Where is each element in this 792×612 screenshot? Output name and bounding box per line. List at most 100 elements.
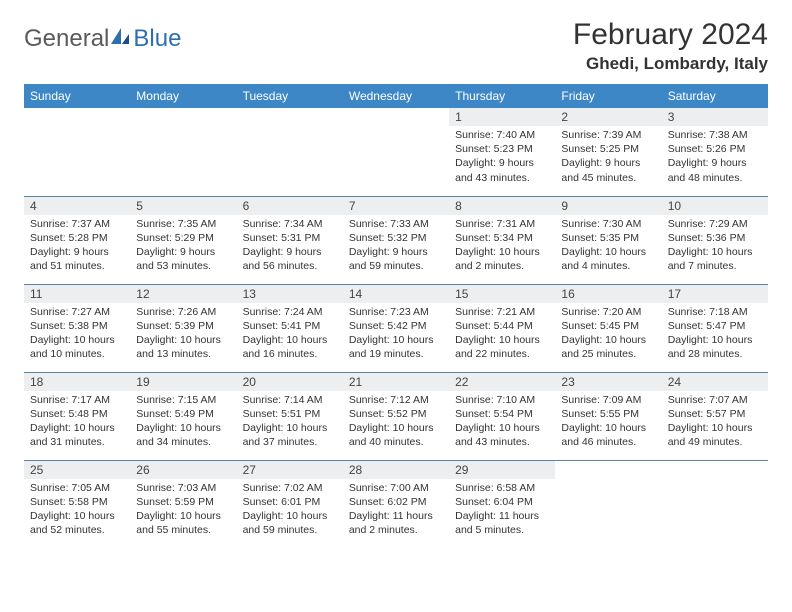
daylight-text: and 45 minutes. bbox=[561, 171, 655, 185]
sunrise-text: Sunrise: 7:03 AM bbox=[136, 481, 230, 495]
sunrise-text: Sunrise: 7:05 AM bbox=[30, 481, 124, 495]
daylight-text: and 31 minutes. bbox=[30, 435, 124, 449]
logo-sail-icon bbox=[109, 26, 131, 53]
sunrise-text: Sunrise: 7:09 AM bbox=[561, 393, 655, 407]
day-details: Sunrise: 7:05 AMSunset: 5:58 PMDaylight:… bbox=[24, 479, 130, 542]
sunset-text: Sunset: 5:59 PM bbox=[136, 495, 230, 509]
daylight-text: Daylight: 10 hours bbox=[561, 245, 655, 259]
daylight-text: and 13 minutes. bbox=[136, 347, 230, 361]
logo-text-blue: Blue bbox=[133, 25, 181, 53]
weekday-header-row: Sunday Monday Tuesday Wednesday Thursday… bbox=[24, 84, 768, 108]
daylight-text: Daylight: 9 hours bbox=[136, 245, 230, 259]
day-details: Sunrise: 7:18 AMSunset: 5:47 PMDaylight:… bbox=[662, 303, 768, 366]
sunrise-text: Sunrise: 7:35 AM bbox=[136, 217, 230, 231]
daylight-text: and 59 minutes. bbox=[349, 259, 443, 273]
day-number: 26 bbox=[130, 461, 236, 479]
daylight-text: and 43 minutes. bbox=[455, 435, 549, 449]
sunrise-text: Sunrise: 7:20 AM bbox=[561, 305, 655, 319]
day-details: Sunrise: 7:17 AMSunset: 5:48 PMDaylight:… bbox=[24, 391, 130, 454]
location-subtitle: Ghedi, Lombardy, Italy bbox=[573, 54, 768, 74]
daylight-text: and 56 minutes. bbox=[243, 259, 337, 273]
day-number: 11 bbox=[24, 285, 130, 303]
daylight-text: Daylight: 10 hours bbox=[136, 333, 230, 347]
daylight-text: Daylight: 10 hours bbox=[136, 421, 230, 435]
daylight-text: Daylight: 9 hours bbox=[30, 245, 124, 259]
daylight-text: Daylight: 10 hours bbox=[136, 509, 230, 523]
calendar-cell: 16Sunrise: 7:20 AMSunset: 5:45 PMDayligh… bbox=[555, 284, 661, 372]
daylight-text: and 52 minutes. bbox=[30, 523, 124, 537]
header: General Blue February 2024 Ghedi, Lombar… bbox=[24, 18, 768, 74]
sunset-text: Sunset: 5:57 PM bbox=[668, 407, 762, 421]
day-details: Sunrise: 7:34 AMSunset: 5:31 PMDaylight:… bbox=[237, 215, 343, 278]
calendar-cell: 24Sunrise: 7:07 AMSunset: 5:57 PMDayligh… bbox=[662, 372, 768, 460]
calendar-cell: 14Sunrise: 7:23 AMSunset: 5:42 PMDayligh… bbox=[343, 284, 449, 372]
day-details: Sunrise: 7:15 AMSunset: 5:49 PMDaylight:… bbox=[130, 391, 236, 454]
day-number: 14 bbox=[343, 285, 449, 303]
daylight-text: Daylight: 10 hours bbox=[30, 333, 124, 347]
sunrise-text: Sunrise: 7:12 AM bbox=[349, 393, 443, 407]
day-details: Sunrise: 7:20 AMSunset: 5:45 PMDaylight:… bbox=[555, 303, 661, 366]
day-number: 1 bbox=[449, 108, 555, 126]
calendar-cell: 18Sunrise: 7:17 AMSunset: 5:48 PMDayligh… bbox=[24, 372, 130, 460]
sunrise-text: Sunrise: 7:21 AM bbox=[455, 305, 549, 319]
daylight-text: and 59 minutes. bbox=[243, 523, 337, 537]
day-number: 12 bbox=[130, 285, 236, 303]
daylight-text: and 53 minutes. bbox=[136, 259, 230, 273]
sunset-text: Sunset: 5:42 PM bbox=[349, 319, 443, 333]
col-friday: Friday bbox=[555, 84, 661, 108]
daylight-text: Daylight: 11 hours bbox=[349, 509, 443, 523]
logo-text-general: General bbox=[24, 25, 109, 53]
daylight-text: Daylight: 9 hours bbox=[455, 156, 549, 170]
day-number: 2 bbox=[555, 108, 661, 126]
sunrise-text: Sunrise: 7:26 AM bbox=[136, 305, 230, 319]
day-number: 17 bbox=[662, 285, 768, 303]
sunset-text: Sunset: 6:02 PM bbox=[349, 495, 443, 509]
day-number: 6 bbox=[237, 197, 343, 215]
day-details: Sunrise: 7:24 AMSunset: 5:41 PMDaylight:… bbox=[237, 303, 343, 366]
calendar-cell: 12Sunrise: 7:26 AMSunset: 5:39 PMDayligh… bbox=[130, 284, 236, 372]
sunrise-text: Sunrise: 7:40 AM bbox=[455, 128, 549, 142]
daylight-text: Daylight: 10 hours bbox=[561, 333, 655, 347]
day-number: 27 bbox=[237, 461, 343, 479]
day-details: Sunrise: 7:31 AMSunset: 5:34 PMDaylight:… bbox=[449, 215, 555, 278]
day-number: 29 bbox=[449, 461, 555, 479]
day-details: Sunrise: 7:35 AMSunset: 5:29 PMDaylight:… bbox=[130, 215, 236, 278]
daylight-text: and 46 minutes. bbox=[561, 435, 655, 449]
page-title: February 2024 bbox=[573, 18, 768, 52]
daylight-text: and 7 minutes. bbox=[668, 259, 762, 273]
daylight-text: and 43 minutes. bbox=[455, 171, 549, 185]
day-details: Sunrise: 7:12 AMSunset: 5:52 PMDaylight:… bbox=[343, 391, 449, 454]
daylight-text: Daylight: 10 hours bbox=[349, 421, 443, 435]
daylight-text: and 22 minutes. bbox=[455, 347, 549, 361]
sunrise-text: Sunrise: 7:23 AM bbox=[349, 305, 443, 319]
daylight-text: and 4 minutes. bbox=[561, 259, 655, 273]
sunrise-text: Sunrise: 7:29 AM bbox=[668, 217, 762, 231]
sunrise-text: Sunrise: 7:24 AM bbox=[243, 305, 337, 319]
day-details: Sunrise: 7:07 AMSunset: 5:57 PMDaylight:… bbox=[662, 391, 768, 454]
daylight-text: Daylight: 10 hours bbox=[455, 421, 549, 435]
daylight-text: and 49 minutes. bbox=[668, 435, 762, 449]
col-thursday: Thursday bbox=[449, 84, 555, 108]
day-number: 24 bbox=[662, 373, 768, 391]
daylight-text: Daylight: 9 hours bbox=[561, 156, 655, 170]
calendar-cell: 4Sunrise: 7:37 AMSunset: 5:28 PMDaylight… bbox=[24, 196, 130, 284]
daylight-text: Daylight: 10 hours bbox=[455, 333, 549, 347]
day-number: 3 bbox=[662, 108, 768, 126]
calendar-cell bbox=[24, 108, 130, 196]
sunset-text: Sunset: 6:04 PM bbox=[455, 495, 549, 509]
calendar-row: 18Sunrise: 7:17 AMSunset: 5:48 PMDayligh… bbox=[24, 372, 768, 460]
day-details: Sunrise: 7:38 AMSunset: 5:26 PMDaylight:… bbox=[662, 126, 768, 189]
sunset-text: Sunset: 5:45 PM bbox=[561, 319, 655, 333]
daylight-text: and 55 minutes. bbox=[136, 523, 230, 537]
day-number: 21 bbox=[343, 373, 449, 391]
daylight-text: and 10 minutes. bbox=[30, 347, 124, 361]
daylight-text: and 48 minutes. bbox=[668, 171, 762, 185]
daylight-text: and 2 minutes. bbox=[455, 259, 549, 273]
col-monday: Monday bbox=[130, 84, 236, 108]
calendar-table: Sunday Monday Tuesday Wednesday Thursday… bbox=[24, 84, 768, 548]
day-number: 13 bbox=[237, 285, 343, 303]
daylight-text: Daylight: 10 hours bbox=[668, 245, 762, 259]
sunrise-text: Sunrise: 7:02 AM bbox=[243, 481, 337, 495]
day-details: Sunrise: 7:26 AMSunset: 5:39 PMDaylight:… bbox=[130, 303, 236, 366]
calendar-cell: 1Sunrise: 7:40 AMSunset: 5:23 PMDaylight… bbox=[449, 108, 555, 196]
